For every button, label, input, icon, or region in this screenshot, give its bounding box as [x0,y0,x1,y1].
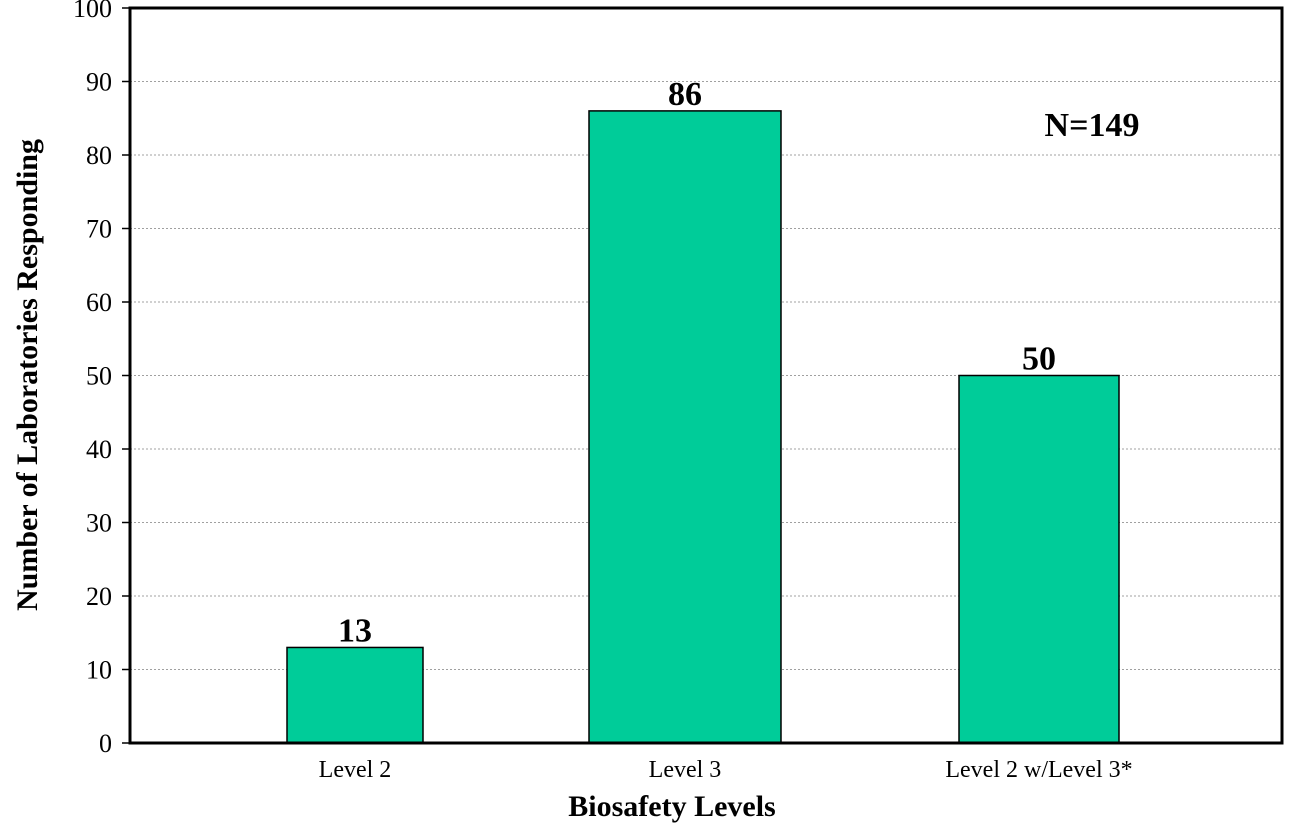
bar-2 [588,110,782,744]
x-category-labels: Level 2 Level 3 Level 2 w/Level 3* [319,757,1133,783]
axes [122,6,1284,745]
y-tick-label: 70 [86,215,112,244]
x-axis-title: Biosafety Levels [568,790,775,823]
x-category-label: Level 3 [649,757,722,783]
y-tick-label: 30 [86,509,112,538]
x-category-label: Level 2 [319,757,392,783]
y-tick-label: 100 [73,0,112,23]
y-tick-label: 0 [99,729,112,758]
y-tick-label: 80 [86,141,112,170]
x-category-label: Level 2 w/Level 3* [945,757,1132,783]
bar-1 [286,646,424,744]
plot-frame [128,6,1284,745]
y-tick-label: 60 [86,288,112,317]
bars [286,110,1120,744]
data-label: 86 [668,76,702,113]
sample-size-annotation: N=149 [1045,107,1140,144]
y-tick-label: 10 [86,656,112,685]
y-tick-label: 50 [86,362,112,391]
y-tick-labels: 0 10 20 30 40 50 60 70 80 90 100 [73,0,112,758]
bar-3 [958,374,1120,744]
data-labels: 13 86 50 [338,76,1056,650]
data-label: 50 [1022,341,1056,378]
y-tick-label: 20 [86,582,112,611]
y-tick-label: 90 [86,68,112,97]
y-axis-title: Number of Laboratories Responding [11,139,44,611]
y-tick-label: 40 [86,435,112,464]
data-label: 13 [338,612,372,649]
